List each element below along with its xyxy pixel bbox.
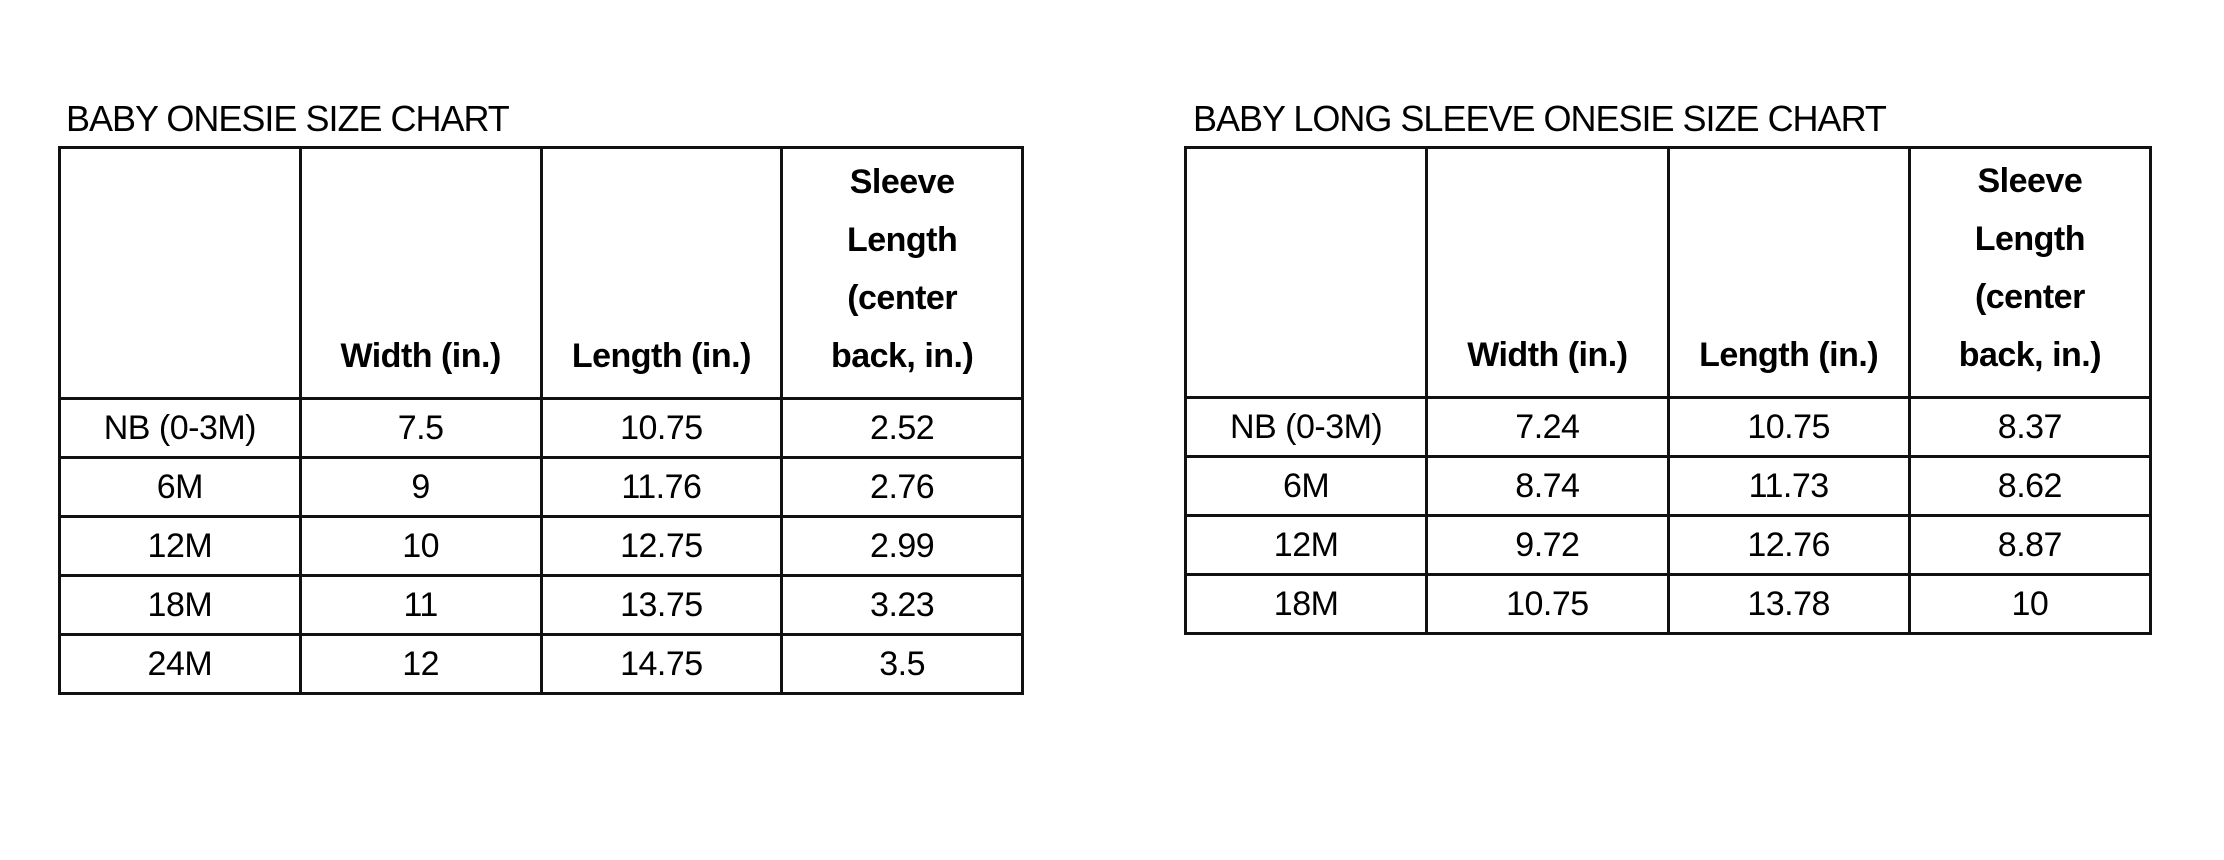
table-row: 12M 9.72 12.76 8.87 (1183, 514, 2153, 576)
column-header: Sleeve Length (center back, in.) (780, 146, 1024, 400)
column-header-line: Length (846, 221, 958, 259)
measurement-cell: 11 (298, 574, 543, 636)
measurement-cell: 10 (1907, 573, 2153, 635)
measurement-cell: 10 (298, 515, 543, 577)
measurement-cell: 9 (298, 456, 543, 518)
column-header-line: Length (1974, 220, 2086, 258)
measurement-cell: 12 (298, 633, 543, 695)
measurement-cell: 3.23 (780, 574, 1024, 636)
measurement-cell: 10.75 (1666, 396, 1911, 458)
table-row: 24M 12 14.75 3.5 (58, 633, 1024, 695)
column-header: Length (in.) (1666, 146, 1911, 399)
measurement-cell: 13.78 (1666, 573, 1911, 635)
measurement-cell: 3.5 (780, 633, 1024, 695)
measurement-cell: 8.74 (1425, 455, 1670, 517)
size-label-cell: 6M (1183, 455, 1429, 517)
size-label-cell: 24M (58, 633, 302, 695)
size-label-cell: 18M (58, 574, 302, 636)
measurement-cell: 11.76 (539, 456, 784, 518)
measurement-cell: 8.37 (1907, 396, 2153, 458)
column-header-line: Sleeve (849, 163, 955, 201)
long-sleeve-chart-title: BABY LONG SLEEVE ONESIE SIZE CHART (1193, 98, 1887, 139)
measurement-cell: 8.87 (1907, 514, 2153, 576)
measurement-cell: 7.5 (298, 397, 543, 459)
column-header-line: Sleeve (1977, 162, 2083, 200)
column-header-line: (center (1974, 278, 2085, 316)
size-label-cell: NB (0-3M) (58, 397, 302, 459)
measurement-cell: 12.76 (1666, 514, 1911, 576)
measurement-cell: 2.99 (780, 515, 1024, 577)
measurement-cell: 14.75 (539, 633, 784, 695)
column-header-line: back, in.) (830, 337, 974, 375)
measurement-cell: 10.75 (539, 397, 784, 459)
column-header: Length (in.) (539, 146, 784, 400)
table-row: NB (0-3M) 7.24 10.75 8.37 (1183, 396, 2153, 458)
size-label-cell: 18M (1183, 573, 1429, 635)
table-row: 6M 8.74 11.73 8.62 (1183, 455, 2153, 517)
column-header-line: Width (in.) (340, 337, 501, 375)
column-header-line: Length (in.) (1699, 336, 1879, 374)
column-header: Width (in.) (298, 146, 543, 400)
measurement-cell: 12.75 (539, 515, 784, 577)
measurement-cell: 8.62 (1907, 455, 2153, 517)
table-row: 18M 10.75 13.78 10 (1183, 573, 2153, 635)
size-label-cell: 12M (1183, 514, 1429, 576)
column-header-line: back, in.) (1958, 336, 2102, 374)
measurement-cell: 13.75 (539, 574, 784, 636)
column-header-line: Width (in.) (1467, 336, 1628, 374)
onesie-chart-title: BABY ONESIE SIZE CHART (66, 98, 510, 139)
long-sleeve-size-table: Width (in.) Length (in.) Sleeve Length (cent… (1183, 146, 2153, 635)
table-row: 18M 11 13.75 3.23 (58, 574, 1024, 636)
onesie-size-table: Width (in.) Length (in.) Sleeve Length (cent… (58, 146, 1024, 695)
table-row: 12M 10 12.75 2.99 (58, 515, 1024, 577)
column-header: Width (in.) (1425, 146, 1670, 399)
table-row: NB (0-3M) 7.5 10.75 2.52 (58, 397, 1024, 459)
column-header-line: Length (in.) (571, 337, 752, 375)
measurement-cell: 10.75 (1425, 573, 1670, 635)
header-row: Width (in.) Length (in.) Sleeve Length (cent… (58, 146, 1024, 400)
measurement-cell: 2.76 (780, 456, 1024, 518)
measurement-cell: 11.73 (1666, 455, 1911, 517)
measurement-cell: 9.72 (1425, 514, 1670, 576)
column-header (58, 146, 302, 400)
column-header (1183, 146, 1429, 399)
column-header-line: (center (847, 279, 958, 317)
size-label-cell: NB (0-3M) (1183, 396, 1429, 458)
header-row: Width (in.) Length (in.) Sleeve Length (cent… (1183, 146, 2153, 399)
table-row: 6M 9 11.76 2.76 (58, 456, 1024, 518)
size-label-cell: 6M (58, 456, 302, 518)
measurement-cell: 2.52 (780, 397, 1024, 459)
column-header: Sleeve Length (center back, in.) (1907, 146, 2153, 399)
measurement-cell: 7.24 (1425, 396, 1670, 458)
size-label-cell: 12M (58, 515, 302, 577)
